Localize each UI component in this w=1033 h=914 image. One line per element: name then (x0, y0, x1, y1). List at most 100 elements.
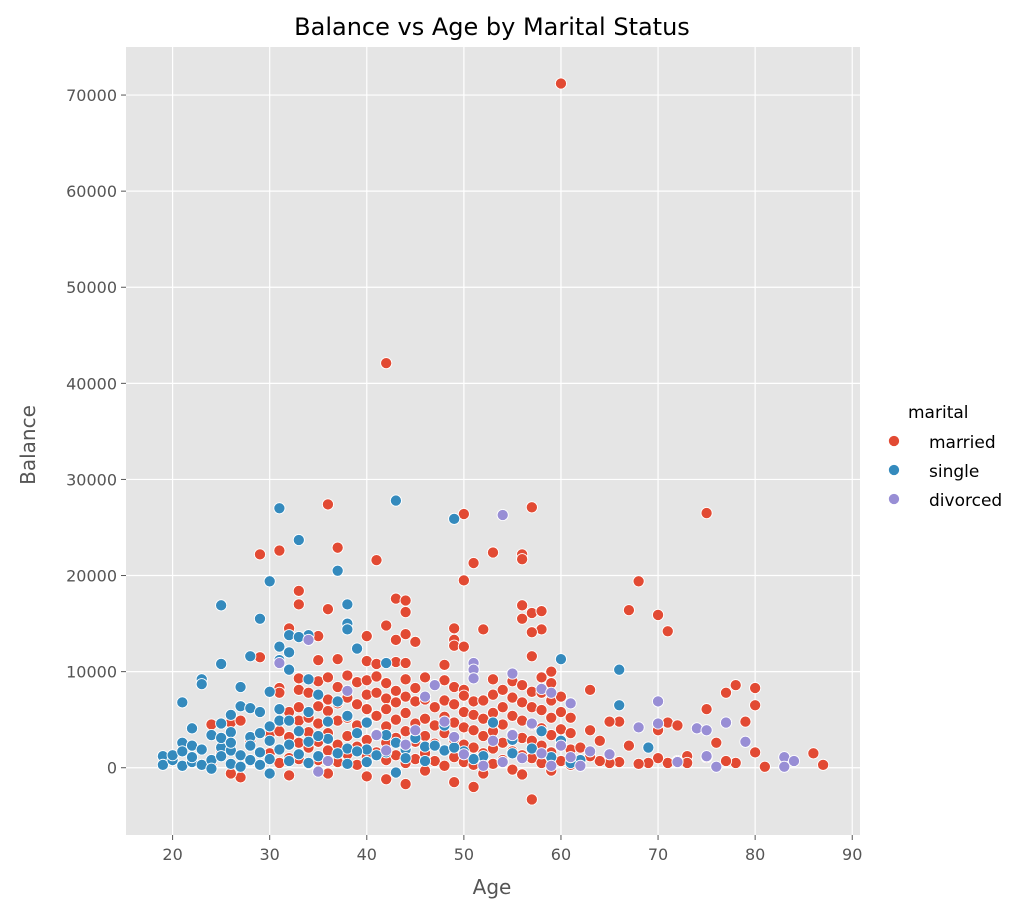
data-point (360, 630, 373, 643)
data-point (477, 759, 490, 772)
data-point (253, 612, 267, 625)
chart-title: Balance vs Age by Marital Status (294, 13, 690, 41)
data-point (622, 739, 635, 752)
data-point (215, 657, 228, 671)
data-point (321, 754, 335, 768)
legend-item-divorced: divorced (887, 491, 1002, 511)
data-point (292, 598, 305, 611)
data-point (516, 612, 529, 625)
data-point (263, 685, 276, 698)
data-point (652, 695, 665, 708)
data-point (380, 357, 393, 370)
data-point (535, 671, 548, 684)
data-point (729, 756, 742, 769)
data-point (263, 575, 276, 588)
data-point (302, 673, 315, 686)
data-point (409, 635, 422, 648)
data-point (292, 701, 305, 714)
y-tick-label: 40000 (66, 374, 117, 393)
data-point (224, 726, 237, 739)
data-point (253, 758, 267, 771)
data-point (273, 743, 286, 756)
data-point (584, 724, 597, 737)
data-point (234, 714, 247, 727)
data-point (584, 683, 597, 696)
data-point (389, 633, 402, 646)
data-point (632, 721, 645, 734)
legend: marital married single divorced (887, 403, 1002, 511)
data-point (516, 768, 529, 781)
data-point (389, 592, 402, 605)
data-point (418, 729, 432, 743)
y-tick-label: 70000 (66, 86, 117, 105)
data-point (690, 722, 703, 735)
data-point (603, 715, 616, 728)
data-point (749, 681, 762, 695)
data-point (370, 670, 383, 683)
data-point (535, 725, 548, 738)
data-point (535, 605, 548, 618)
data-point (428, 739, 441, 752)
x-tick-label: 60 (551, 845, 571, 864)
data-point (516, 679, 529, 692)
data-point (632, 575, 645, 588)
data-point (331, 695, 344, 708)
data-point (467, 780, 480, 794)
data-point (312, 765, 325, 778)
data-point (380, 656, 393, 670)
x-axis-title: Age (473, 875, 512, 899)
legend-label: single (929, 462, 979, 482)
y-tick-label: 50000 (66, 278, 117, 297)
data-point (700, 507, 713, 520)
data-point (351, 676, 364, 689)
data-point (399, 778, 412, 791)
data-point (787, 754, 801, 768)
data-point (224, 736, 237, 749)
data-point (205, 762, 218, 775)
data-point (389, 736, 402, 749)
data-point (263, 767, 276, 780)
data-point (438, 759, 451, 772)
data-point (399, 690, 412, 703)
data-point (321, 715, 335, 728)
data-point (283, 646, 296, 659)
data-point (302, 735, 315, 748)
data-point (525, 626, 538, 639)
data-point (234, 760, 247, 773)
data-point (321, 498, 335, 511)
y-tick-label: 60000 (66, 182, 117, 201)
data-point (331, 653, 344, 666)
data-point (292, 533, 305, 547)
legend-label: divorced (929, 491, 1002, 511)
data-point (283, 754, 296, 768)
data-point (360, 688, 373, 701)
data-point (477, 623, 490, 636)
data-point (506, 729, 519, 742)
data-point (564, 697, 577, 710)
data-point (360, 716, 373, 729)
data-point (370, 554, 383, 567)
data-point (593, 734, 606, 747)
data-point (253, 548, 267, 561)
data-point (185, 722, 199, 735)
data-point (448, 698, 461, 711)
data-point (370, 729, 383, 742)
data-point (273, 502, 286, 515)
data-point (195, 743, 208, 756)
data-point (467, 753, 480, 766)
data-point (739, 715, 752, 728)
data-point (399, 628, 412, 641)
data-point (380, 677, 393, 690)
data-point (380, 744, 393, 757)
data-point (321, 704, 335, 718)
data-point (380, 619, 393, 632)
data-point (642, 741, 655, 754)
data-point (389, 766, 402, 779)
data-point (535, 747, 548, 760)
data-point (341, 598, 354, 611)
data-point (399, 752, 412, 765)
data-point (370, 749, 383, 762)
data-point (545, 665, 558, 678)
data-point (448, 730, 461, 744)
x-tick-label: 70 (648, 845, 668, 864)
